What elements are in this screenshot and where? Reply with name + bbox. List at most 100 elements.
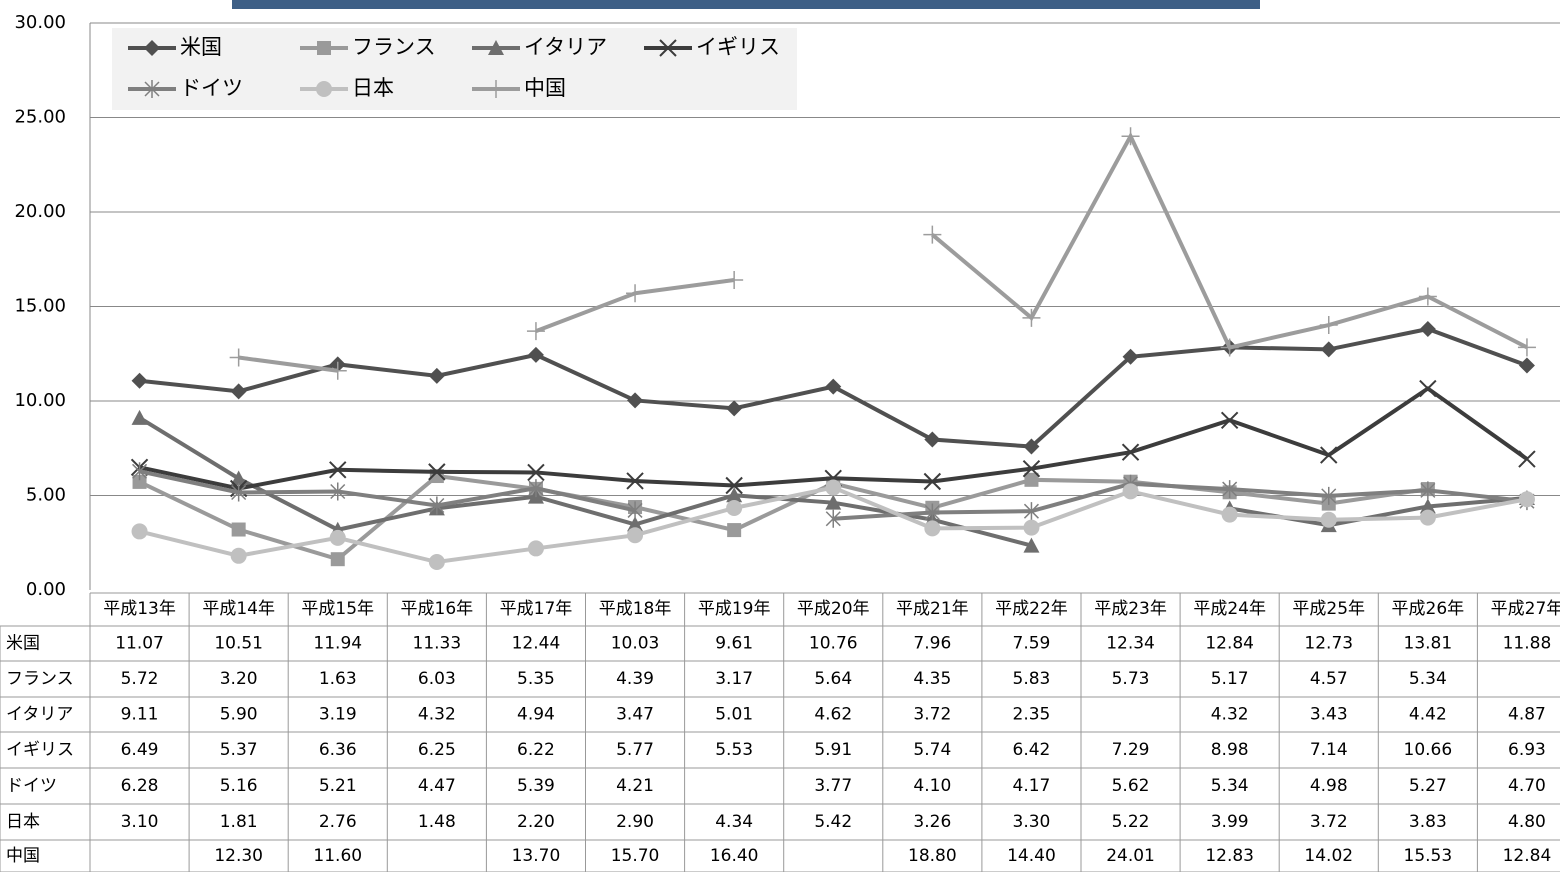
table-cell: 5.27 xyxy=(1409,776,1447,796)
table-cell: 7.96 xyxy=(913,634,951,654)
table-cell: 3.20 xyxy=(220,669,258,689)
table-cell: 1.48 xyxy=(418,812,456,832)
table-cell: 3.19 xyxy=(319,705,357,725)
table-cell: 5.90 xyxy=(220,705,258,725)
table-cell: 8.98 xyxy=(1211,740,1249,760)
table-cell: 3.72 xyxy=(913,705,951,725)
x-tick-label: 平成20年 xyxy=(797,599,870,619)
marker xyxy=(1022,459,1041,478)
table-cell: 5.34 xyxy=(1409,669,1447,689)
table-cell: 5.72 xyxy=(121,669,159,689)
table-cell: 5.21 xyxy=(319,776,357,796)
table-cell: 1.63 xyxy=(319,669,357,689)
x-tick-label: 平成18年 xyxy=(599,599,672,619)
marker xyxy=(1122,483,1139,500)
legend-label: フランス xyxy=(352,35,436,59)
table-cell: 3.17 xyxy=(715,669,753,689)
marker xyxy=(1320,446,1338,464)
marker xyxy=(627,392,644,409)
marker xyxy=(231,483,247,502)
marker xyxy=(1221,506,1238,523)
table-cell: 3.43 xyxy=(1310,705,1348,725)
marker xyxy=(131,523,148,540)
table-cell: 12.83 xyxy=(1205,846,1254,866)
table-cell: 10.51 xyxy=(214,634,263,654)
y-tick-label: 25.00 xyxy=(14,107,66,128)
table-cell: 6.28 xyxy=(121,776,159,796)
table-cell: 12.34 xyxy=(1106,634,1155,654)
marker xyxy=(727,523,742,538)
table-cell: 11.07 xyxy=(115,634,164,654)
marker xyxy=(1023,537,1040,553)
marker xyxy=(487,80,505,98)
table-cell: 4.62 xyxy=(814,705,852,725)
table-cell: 16.40 xyxy=(710,846,759,866)
marker xyxy=(132,462,148,481)
table-cell: 11.94 xyxy=(313,634,362,654)
y-tick-label: 0.00 xyxy=(26,579,66,600)
table-cell: 11.33 xyxy=(413,634,462,654)
table-cell: 12.73 xyxy=(1304,634,1353,654)
table-cell: 5.17 xyxy=(1211,669,1249,689)
table-cell: 10.76 xyxy=(809,634,858,654)
x-tick-label: 平成25年 xyxy=(1292,599,1365,619)
table-cell: 5.34 xyxy=(1211,776,1249,796)
table-cell: 14.40 xyxy=(1007,846,1056,866)
table-cell: 3.10 xyxy=(121,812,159,832)
marker xyxy=(626,284,645,303)
marker xyxy=(924,431,941,448)
table-cell: 18.80 xyxy=(908,846,957,866)
marker xyxy=(923,225,942,244)
y-tick-label: 20.00 xyxy=(14,201,66,222)
x-tick-label: 平成16年 xyxy=(401,599,474,619)
table-cell: 4.70 xyxy=(1508,776,1546,796)
table-cell: 4.32 xyxy=(418,705,456,725)
table-cell: 11.60 xyxy=(313,846,362,866)
marker xyxy=(1121,443,1140,461)
marker xyxy=(1518,357,1535,374)
table-cell: 2.35 xyxy=(1013,705,1051,725)
table-cell: 6.49 xyxy=(121,740,159,760)
table-cell: 4.21 xyxy=(616,776,654,796)
marker xyxy=(626,472,644,490)
marker xyxy=(1220,411,1239,429)
table-cell: 3.30 xyxy=(1013,812,1051,832)
marker xyxy=(1419,379,1437,398)
marker xyxy=(923,472,942,491)
y-tick-label: 15.00 xyxy=(14,296,66,317)
table-cell: 5.62 xyxy=(1112,776,1150,796)
table-cell: 6.42 xyxy=(1013,740,1051,760)
header-bar xyxy=(232,0,1260,9)
legend-label: ドイツ xyxy=(180,76,243,100)
table-row-label: フランス xyxy=(6,669,74,689)
y-tick-label: 5.00 xyxy=(26,485,66,506)
table-row-label: ドイツ xyxy=(6,776,57,796)
marker xyxy=(330,552,345,567)
marker xyxy=(825,509,841,528)
x-tick-label: 平成21年 xyxy=(896,599,969,619)
x-tick-label: 平成27年 xyxy=(1491,599,1560,619)
marker xyxy=(1320,511,1337,528)
table-cell: 4.80 xyxy=(1508,812,1546,832)
marker xyxy=(924,520,941,537)
marker xyxy=(725,476,743,495)
table-cell: 24.01 xyxy=(1106,846,1155,866)
legend-box xyxy=(112,28,797,110)
table-cell: 9.11 xyxy=(121,705,159,725)
table-cell: 2.76 xyxy=(319,812,357,832)
marker xyxy=(1121,127,1140,146)
x-tick-label: 平成26年 xyxy=(1392,599,1465,619)
x-tick-label: 平成14年 xyxy=(202,599,275,619)
table-cell: 4.42 xyxy=(1409,705,1447,725)
marker xyxy=(1023,502,1039,521)
table-cell: 10.03 xyxy=(611,634,660,654)
marker xyxy=(924,503,940,522)
table-cell: 9.61 xyxy=(715,634,753,654)
marker xyxy=(1321,486,1337,505)
marker xyxy=(144,40,160,56)
marker xyxy=(1022,308,1041,327)
table-cell: 7.14 xyxy=(1310,740,1348,760)
table-cell: 6.22 xyxy=(517,740,555,760)
